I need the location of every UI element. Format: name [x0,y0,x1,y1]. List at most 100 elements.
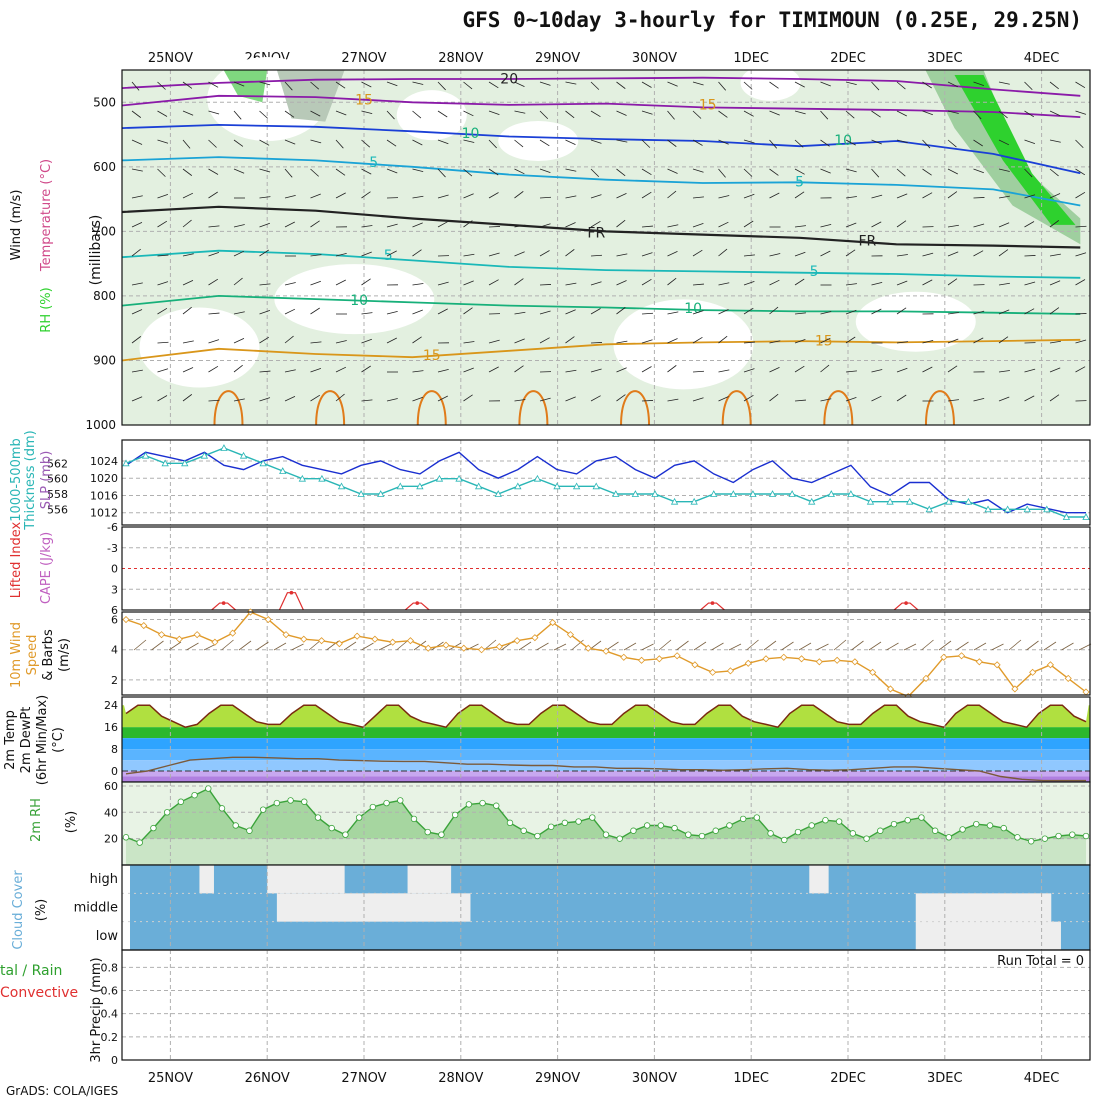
wind-barb [157,395,168,402]
wind-barb [412,336,422,344]
rh-line-marker [287,797,294,804]
credit-label: GrADS: COLA/IGES [6,1084,119,1098]
wind-barb [947,224,959,228]
temperature-tick-label: 16 [104,721,118,734]
cloud-clear-region [267,865,345,894]
rh-line-marker [726,822,733,829]
wind-barb [488,226,501,228]
wind-barb [463,168,473,177]
wind-barb [208,81,219,88]
wind-barb [998,168,1010,172]
wind-barb [386,310,398,315]
wind-barb [590,281,602,286]
isotherm-FR [121,205,1081,249]
surface-wind-barb [133,639,147,651]
wind-barb [412,309,423,315]
wind-barb [998,396,1010,402]
wind-barb [488,279,499,286]
wind-barb [743,193,755,199]
rh-line-marker [931,827,939,834]
cloud-clear-region [915,893,1052,950]
thickness-line-marker [1082,513,1090,520]
top-date-label: 27NOV [341,51,386,66]
wind-barb [641,139,651,148]
wind-barb [973,223,985,228]
wind-speed-line-marker [442,641,450,649]
thickness-line-marker [514,482,522,490]
precip-tick-label: 0 [111,1054,118,1067]
wind-barb [820,223,832,228]
rh-line-marker [383,799,390,807]
surface-wind-barb [903,643,917,651]
wind-barb [157,281,169,286]
wind-barb [820,398,832,402]
rh-line-marker [986,822,994,829]
wind-speed-line-marker [1029,668,1037,676]
isotherm-label: 10 [684,301,702,317]
wind-barb [922,339,934,344]
wind-barb [412,283,424,286]
wind-barb [947,251,959,257]
thickness-line-marker [729,490,738,497]
wind-barb [769,139,778,149]
wind-barb [590,81,600,90]
bottom-date-label: 29NOV [535,1071,580,1086]
thickness-line-marker [396,482,404,490]
wind-barb [437,308,448,315]
rh-line-marker [493,802,500,809]
wind-barb [794,225,806,228]
rh2m-axis-label: 2m RH [29,798,44,842]
wind-barb [947,81,959,88]
wind-barb [667,168,678,174]
rh-line-marker [808,822,815,829]
rh-line-marker [1069,831,1076,838]
li-marker [221,601,226,605]
rh-line-marker [835,818,843,825]
wind-barb [233,168,245,174]
thickness-line-marker [592,482,600,490]
wind-barb [539,310,551,315]
wind-barb [769,192,780,199]
wind-barb [131,309,143,315]
thickness-line-marker [945,497,953,505]
wind-barb [794,365,805,373]
li-marker [289,590,294,595]
wind-speed-line-marker [317,637,326,645]
wind-barb [794,139,804,148]
temperature-band [122,771,1090,777]
wind-barb [667,224,679,228]
wind-barb [973,139,983,147]
wind-barb [514,251,525,257]
wind-speed-line-marker [584,644,592,652]
wind-barb [973,168,984,174]
wind-barb [514,81,525,88]
wind-barb [361,110,373,115]
wind-barb [845,309,857,315]
wind-barb [157,254,169,257]
rh-line-marker [685,831,692,838]
wind-barb [998,222,1010,228]
wind-barb [896,139,908,144]
wind-speed-line-marker [264,615,272,624]
wind-barb [514,365,524,373]
rh-line-marker [1041,835,1049,842]
top-date-label: 30NOV [632,51,677,66]
surface-wind-barb [658,639,672,651]
surface-wind-barb [378,643,392,651]
slp-tick-label: 1020 [90,472,118,485]
wind-barb [667,190,677,199]
wind-barb [922,110,933,116]
wind-barb [845,336,856,344]
wind-speed-line-marker [797,655,806,663]
wind-barb [463,193,474,199]
rh-line-marker [369,803,377,811]
wind-barb [1075,279,1086,286]
wind-barb [182,110,194,116]
wind-barb [514,224,526,228]
temperature-axis-label: 2m DewPt [19,707,34,774]
wind-barb [463,307,473,315]
bottom-date-label: 3DEC [927,1071,963,1086]
wind-barb [845,283,857,286]
wind-barb [743,139,755,144]
